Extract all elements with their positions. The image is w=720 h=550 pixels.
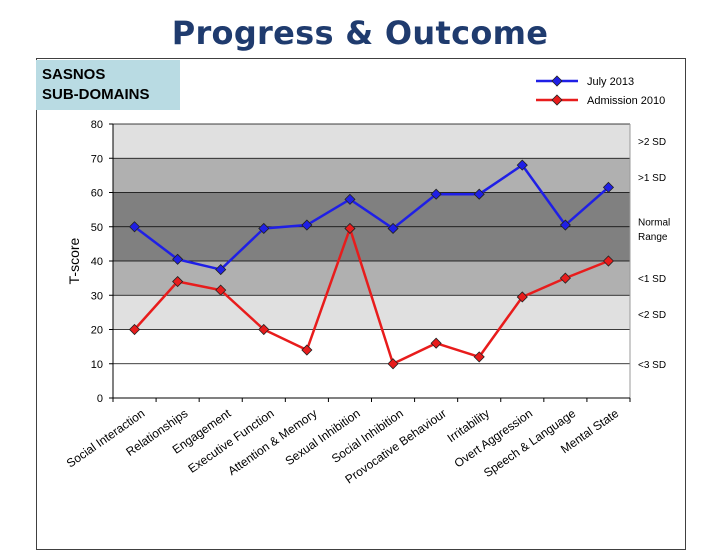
- legend-label: Admission 2010: [587, 95, 665, 107]
- band-label: Range: [638, 232, 668, 243]
- data-point: [559, 272, 571, 284]
- subdomains-box: SASNOS SUB-DOMAINS: [36, 60, 180, 110]
- data-point: [344, 222, 356, 235]
- data-point: [430, 188, 442, 200]
- y-axis-title: T-score: [66, 237, 82, 284]
- data-point: [301, 344, 313, 356]
- data-point: [387, 358, 399, 370]
- y-tick-label: 70: [91, 153, 103, 165]
- band-label: >1 SD: [638, 173, 666, 184]
- data-point: [602, 181, 615, 193]
- band-label: <3 SD: [638, 360, 666, 371]
- data-point: [128, 221, 141, 233]
- series-line-1: [133, 224, 609, 366]
- y-tick-label: 10: [91, 359, 103, 371]
- band-label: Normal: [638, 218, 670, 229]
- data-point: [473, 188, 485, 200]
- data-point: [344, 193, 356, 205]
- x-tick-label: Sexual Inhibition: [283, 406, 363, 468]
- y-tick-label: 60: [91, 188, 103, 200]
- y-tick-label: 20: [91, 325, 103, 337]
- data-point: [172, 253, 184, 265]
- band-label: >2 SD: [638, 137, 666, 148]
- data-point: [430, 337, 442, 349]
- data-point: [559, 219, 571, 231]
- box-line-1: SASNOS: [42, 66, 106, 83]
- y-tick-label: 40: [91, 256, 103, 268]
- data-point: [301, 219, 313, 231]
- band-label: <2 SD: [638, 310, 666, 321]
- data-point: [387, 222, 399, 235]
- data-point: [258, 222, 270, 235]
- data-point: [516, 291, 528, 303]
- data-point: [602, 255, 615, 267]
- y-tick-label: 30: [91, 290, 103, 302]
- band-label: <1 SD: [638, 274, 666, 285]
- data-point: [473, 351, 485, 363]
- y-tick-label: 0: [97, 393, 103, 405]
- data-point: [215, 263, 227, 276]
- legend-marker-1: [551, 94, 563, 106]
- series-line-0: [133, 163, 610, 271]
- y-tick-label: 80: [91, 119, 103, 131]
- y-tick-label: 50: [91, 222, 103, 234]
- data-point: [128, 323, 141, 336]
- data-point: [516, 159, 528, 171]
- data-point: [258, 323, 270, 336]
- slide-title: Progress & Outcome: [171, 14, 549, 52]
- legend-label: July 2013: [587, 76, 634, 88]
- legend-marker-0: [551, 75, 563, 87]
- data-point: [172, 275, 184, 288]
- box-line-2: SUB-DOMAINS: [42, 86, 150, 103]
- data-point: [215, 284, 227, 296]
